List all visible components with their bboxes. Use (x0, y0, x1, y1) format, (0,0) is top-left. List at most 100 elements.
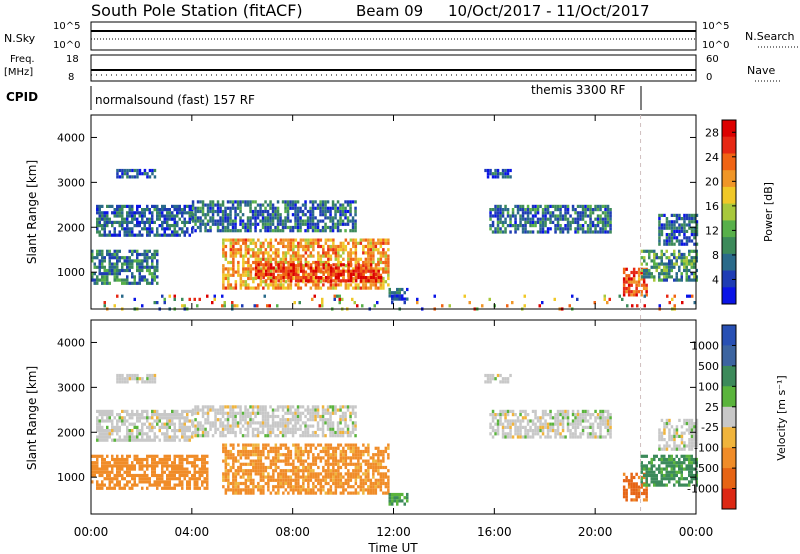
data-cell (501, 409, 505, 413)
data-cell (678, 252, 681, 257)
data-cell (541, 230, 545, 234)
data-cell (148, 230, 151, 234)
data-cell (269, 478, 273, 482)
data-cell (226, 427, 230, 431)
data-cell (337, 459, 340, 463)
data-cell (231, 408, 235, 412)
data-cell (183, 425, 186, 429)
data-cell (194, 222, 197, 226)
data-cell (379, 472, 383, 476)
data-cell (307, 443, 310, 447)
data-cell (569, 220, 572, 224)
data-cell (128, 249, 131, 253)
data-cell (186, 470, 189, 474)
data-cell (317, 269, 320, 273)
data-cell (337, 251, 340, 255)
data-cell (387, 273, 390, 277)
data-cell (209, 219, 212, 223)
data-cell (322, 279, 325, 283)
data-cell (367, 267, 370, 271)
data-cell (289, 269, 293, 273)
data-cell (311, 414, 315, 419)
data-cell (151, 211, 154, 215)
data-cell (151, 464, 154, 468)
data-cell (307, 469, 310, 473)
data-cell (489, 214, 492, 218)
data-cell (640, 249, 643, 253)
data-cell (511, 435, 515, 439)
data-cell (264, 481, 268, 486)
data-cell (663, 223, 666, 227)
data-cell (203, 486, 206, 490)
data-cell (186, 480, 189, 484)
data-cell (183, 473, 186, 478)
data-cell (690, 272, 693, 276)
data-cell (146, 233, 149, 237)
data-cell (93, 473, 96, 478)
data-cell (247, 453, 250, 457)
data-cell (307, 238, 310, 242)
data-cell (322, 465, 325, 470)
data-cell (297, 267, 300, 271)
data-cell (337, 475, 340, 479)
data-cell (216, 222, 220, 226)
data-cell (491, 175, 495, 179)
data-cell (377, 286, 380, 290)
data-cell (242, 241, 245, 245)
data-cell (352, 267, 355, 271)
data-cell (171, 422, 174, 426)
data-cell (267, 251, 270, 255)
data-cell (148, 429, 151, 433)
data-cell (222, 244, 225, 249)
data-cell (178, 208, 181, 212)
data-cell (194, 405, 197, 409)
data-cell (367, 279, 370, 283)
data-cell (670, 275, 673, 279)
data-cell (625, 290, 628, 294)
data-cell (194, 216, 197, 220)
data-cell (627, 277, 631, 281)
data-cell (292, 491, 295, 495)
data-cell (223, 304, 226, 308)
data-cell (574, 211, 577, 215)
data-cell (282, 286, 285, 290)
data-cell (486, 168, 490, 173)
data-cell (244, 244, 248, 249)
data-cell (191, 421, 195, 425)
data-cell (665, 268, 668, 273)
data-cell (113, 211, 116, 215)
data-cell (264, 414, 267, 419)
data-cell (695, 229, 699, 233)
data-cell (126, 454, 129, 458)
data-cell (214, 408, 217, 412)
data-cell (349, 219, 352, 223)
data-cell (496, 429, 500, 433)
data-cell (113, 249, 116, 253)
data-cell (106, 233, 109, 237)
data-cell (143, 278, 146, 282)
data-cell (314, 478, 318, 482)
data-cell (372, 276, 375, 280)
data-cell (267, 283, 270, 287)
data-cell (645, 286, 648, 291)
data-cell (351, 216, 355, 220)
data-cell (146, 175, 149, 179)
data-cell (271, 430, 275, 435)
data-cell (314, 260, 318, 265)
data-cell (261, 408, 265, 412)
data-cell (299, 411, 302, 415)
data-cell (372, 257, 375, 261)
data-cell (96, 486, 99, 490)
data-cell (196, 457, 199, 462)
data-cell (511, 409, 515, 413)
data-cell (163, 422, 166, 426)
data-cell (138, 265, 141, 269)
data-cell (229, 260, 233, 265)
data-cell (307, 279, 310, 283)
data-cell (321, 408, 325, 412)
data-cell (204, 213, 207, 217)
data-cell (336, 222, 340, 226)
data-cell (317, 260, 320, 265)
data-cell (281, 421, 285, 425)
data-cell (136, 249, 139, 253)
